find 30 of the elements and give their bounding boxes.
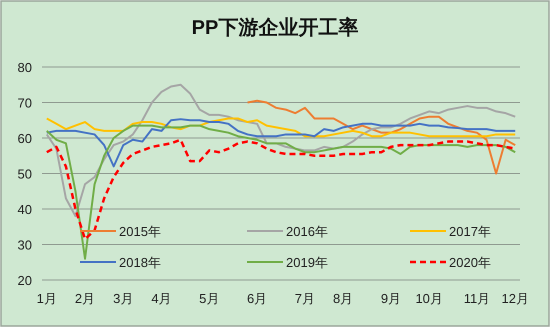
- x-tick-label: 6月: [246, 291, 268, 306]
- x-tick-label: 4月: [151, 291, 172, 306]
- chart-title: PP下游企业开工率: [192, 16, 358, 39]
- y-tick-label: 30: [18, 238, 32, 252]
- x-tick-label: 11月: [464, 291, 490, 306]
- line-series: [46, 117, 516, 138]
- x-tick-label: 12月: [501, 291, 529, 306]
- y-tick-label: 60: [18, 131, 32, 146]
- y-tick-label: 80: [18, 60, 32, 75]
- line-series: [46, 118, 516, 168]
- legend-label: 2018年: [119, 255, 161, 270]
- line-series: [246, 100, 516, 174]
- x-tick-label: 1月: [36, 291, 57, 306]
- y-tick-label: 20: [18, 273, 32, 288]
- x-tick-label: 3月: [113, 291, 134, 306]
- y-tick-label: 40: [18, 202, 32, 217]
- y-tick-label: 50: [18, 166, 32, 182]
- legend-label: 2017年: [449, 224, 491, 239]
- x-tick-label: 10月: [415, 291, 443, 306]
- line-series: [46, 84, 516, 218]
- legend-label: 2015年: [119, 224, 161, 239]
- x-tick-label: 2月: [74, 291, 96, 306]
- legend-label: 2019年: [286, 255, 328, 270]
- legend-label: 2016年: [286, 224, 328, 239]
- y-tick-label: 70: [18, 96, 32, 110]
- x-tick-label: 5月: [199, 291, 220, 306]
- legend-label: 2020年: [449, 255, 491, 270]
- x-tick-label: 7月: [294, 291, 316, 306]
- x-tick-label: 8月: [333, 291, 354, 306]
- x-tick-label: 9月: [380, 291, 402, 306]
